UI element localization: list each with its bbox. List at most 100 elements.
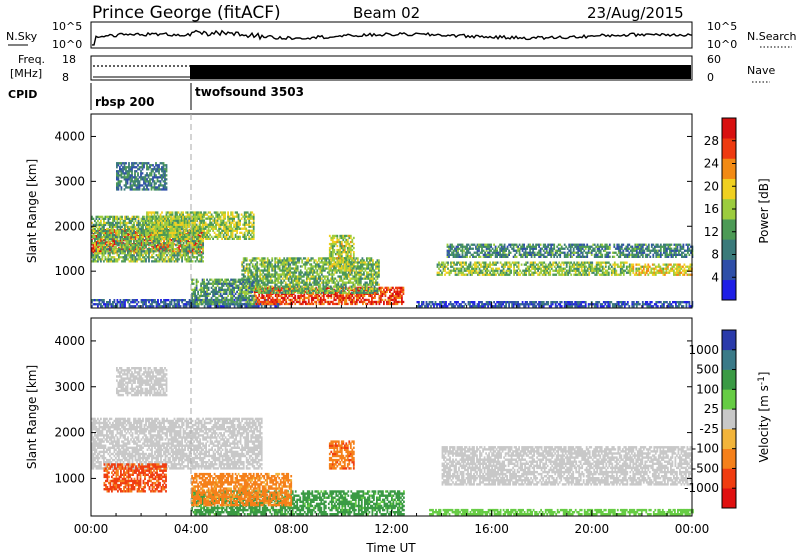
heatmap-cell-power-5 [318,302,321,306]
heatmap-cell-power-6 [298,287,301,290]
heatmap-cell-power-4 [119,299,122,302]
heatmap-cell-power-3 [134,170,136,173]
heatmap-cell-power-5 [291,300,294,304]
heatmap-cell-power-2 [252,237,255,240]
heatmap-cell-power-2 [179,215,181,218]
heatmap-cell-power-3 [125,166,127,169]
heatmap-cell-power-6 [323,259,326,262]
heatmap-cell-power-1 [137,229,140,233]
heatmap-cell-power-6 [293,257,296,260]
heatmap-cell-power-1 [98,244,101,247]
heatmap-cell-power-6 [277,261,280,264]
heatmap-cell-power-6 [369,261,371,264]
heatmap-cell-power-2 [195,229,198,232]
heatmap-cell-power-6 [346,265,349,268]
heatmap-cell-power-1 [142,246,144,249]
heatmap-cell-power-4 [178,305,180,308]
heatmap-cell-power-6 [256,269,259,272]
heatmap-cell-power-1 [199,240,201,243]
heatmap-cell-power-5 [262,296,265,300]
heatmap-cell-power-6 [259,275,262,278]
heatmap-cell-power-6 [323,263,326,266]
heatmap-cell-power-1 [112,256,114,259]
heatmap-cell-power-2 [204,217,207,220]
heatmap-cell-power-2 [164,235,166,238]
heatmap-cell-power-2 [207,223,210,226]
heatmap-cell-power-5 [387,298,390,302]
heatmap-cell-power-1 [200,256,203,259]
heatmap-cell-power-5 [322,298,325,302]
heatmap-cell-power-3 [137,178,139,181]
heatmap-cell-power-2 [167,215,169,218]
heatmap-cell-power-6 [251,271,254,274]
heatmap-cell-power-6 [274,279,277,282]
heatmap-cell-power-1 [97,237,99,241]
heatmap-cell-power-6 [286,267,289,270]
heatmap-cell-power-3 [144,174,147,177]
heatmap-cell-power-4 [100,305,102,308]
heatmap-cell-power-6 [275,257,278,260]
heatmap-cell-power-3 [140,166,142,169]
heatmap-cell-power-2 [146,217,148,220]
heatmap-cell-power-4 [251,305,254,308]
heatmap-cell-power-5 [395,292,397,295]
heatmap-cell-power-3 [147,182,150,185]
heatmap-cell-power-1 [91,235,93,239]
heatmap-cell-power-1 [97,227,99,231]
heatmap-cell-power-6 [274,267,277,270]
heatmap-cell-power-3 [116,170,118,173]
heatmap-cell-power-6 [268,271,271,274]
heatmap-cell-power-2 [162,225,165,228]
heatmap-cell-power-2 [179,237,181,240]
heatmap-cell-power-1 [100,248,102,251]
heatmap-cell-power-6 [293,261,296,264]
heatmap-cell-power-3 [128,176,130,179]
heatmap-cell-power-6 [358,287,361,290]
heatmap-cell-power-6 [367,263,370,266]
heatmap-cell-power-6 [289,271,292,274]
heatmap-cell-power-2 [161,235,163,238]
heatmap-cell-power-1 [188,256,191,259]
heatmap-cell-power-1 [119,231,122,235]
heatmap-cell-power-2 [204,223,207,226]
heatmap-cell-power-0 [149,239,152,242]
heatmap-cell-power-1 [163,260,165,263]
heatmap-cell-power-2 [221,229,223,232]
heatmap-cell-power-1 [91,215,93,218]
heatmap-cell-power-5 [386,300,388,304]
heatmap-cell-power-6 [278,259,281,262]
heatmap-cell-power-5 [357,286,360,289]
heatmap-cell-power-5 [258,294,261,298]
heatmap-cell-power-5 [371,300,373,304]
heatmap-cell-power-1 [139,256,141,259]
heatmap-cell-power-5 [334,302,337,306]
heatmap-cell-power-4 [157,303,159,306]
heatmap-cell-power-2 [203,223,205,226]
heatmap-cell-power-1 [109,221,111,225]
heatmap-cell-power-1 [143,231,146,235]
heatmap-cell-power-2 [188,221,190,224]
heatmap-cell-power-3 [122,170,124,173]
heatmap-cell-power-6 [335,271,338,274]
heatmap-cell-power-4 [146,305,149,308]
heatmap-cell-power-4 [94,303,96,306]
heatmap-cell-power-6 [332,279,335,282]
heatmap-cell-power-6 [366,277,368,280]
heatmap-cell-power-1 [137,231,140,235]
heatmap-cell-power-6 [322,285,325,288]
heatmap-cell-power-1 [148,260,150,263]
heatmap-cell-power-5 [390,288,393,291]
heatmap-cell-power-3 [125,170,127,173]
heatmap-cell-power-2 [164,219,166,222]
heatmap-cell-power-1 [122,227,125,231]
heatmap-cell-power-2 [251,229,254,232]
heatmap-cell-power-6 [352,291,355,294]
heatmap-cell-power-1 [116,258,119,261]
heatmap-cell-power-6 [272,289,275,292]
heatmap-cell-power-6 [319,265,322,268]
heatmap-cell-power-1 [100,242,102,245]
heatmap-cell-power-2 [194,227,196,230]
heatmap-cell-power-6 [366,259,368,262]
heatmap-cell-power-5 [393,288,396,291]
heatmap-cell-power-6 [352,277,355,280]
